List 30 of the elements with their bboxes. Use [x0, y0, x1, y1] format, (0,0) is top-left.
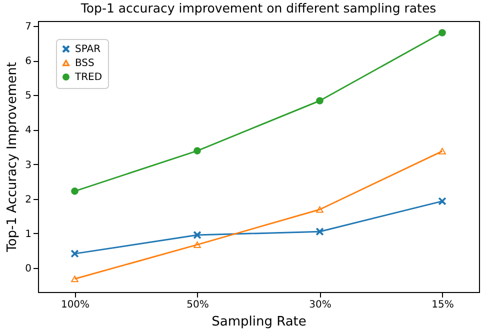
point	[71, 250, 78, 258]
point	[438, 29, 446, 36]
y-tick-label: 7	[25, 22, 32, 33]
y-axis-title: Top-1 Accuracy Improvement	[5, 62, 20, 253]
y-tick-label: 4	[25, 125, 32, 136]
point	[71, 276, 78, 282]
point	[194, 241, 201, 248]
y-tick-label: 2	[25, 194, 32, 206]
y-tick-label: 1	[25, 228, 32, 240]
x-tick-label: 30%	[309, 300, 332, 310]
x-axis-title: Sampling Rate	[212, 314, 306, 330]
x-tick-label: 15%	[432, 300, 454, 310]
x-tick-label: 100%	[60, 300, 90, 310]
point	[71, 188, 78, 195]
legend-label: SPAR	[75, 44, 101, 55]
chart-title: Top-1 accuracy improvement on different sampling rates	[80, 0, 436, 16]
point	[316, 206, 324, 213]
point	[438, 198, 446, 205]
y-tick-label: 0	[25, 263, 32, 274]
x-tick-label: 50%	[186, 300, 209, 310]
point	[316, 228, 324, 236]
y-tick-label: 3	[25, 160, 32, 171]
y-tick-label: 6	[25, 56, 32, 68]
point	[316, 97, 324, 104]
point	[438, 148, 446, 154]
point	[194, 147, 201, 154]
legend-label: BSS	[75, 58, 94, 69]
point	[194, 231, 201, 239]
y-tick-label: 5	[25, 90, 32, 102]
legend-label: TRED	[74, 72, 102, 83]
